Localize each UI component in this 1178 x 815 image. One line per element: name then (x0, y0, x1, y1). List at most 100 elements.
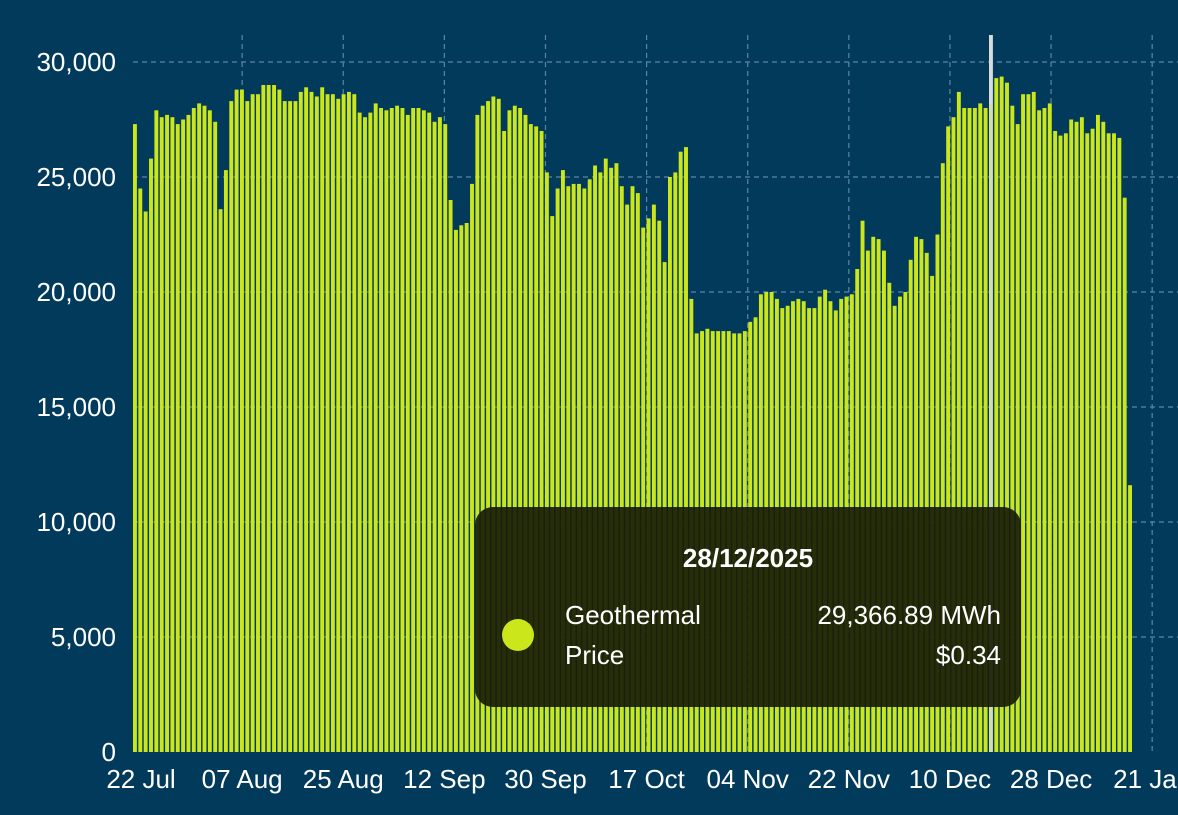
bar[interactable] (304, 87, 309, 753)
bar[interactable] (1010, 105, 1015, 752)
bar[interactable] (935, 234, 940, 753)
bar[interactable] (245, 101, 250, 753)
bar[interactable] (539, 131, 544, 752)
bar[interactable] (940, 163, 945, 752)
bar[interactable] (170, 117, 175, 752)
bar[interactable] (1053, 131, 1058, 752)
bar[interactable] (154, 110, 159, 753)
bar[interactable] (202, 105, 207, 752)
bar[interactable] (288, 101, 293, 753)
bar[interactable] (165, 114, 169, 752)
bar[interactable] (908, 259, 913, 752)
bar[interactable] (625, 204, 630, 753)
bar[interactable] (994, 78, 999, 753)
bar[interactable] (191, 108, 196, 752)
bar[interactable] (619, 186, 624, 752)
bar[interactable] (882, 250, 886, 752)
bar[interactable] (646, 218, 651, 752)
bar[interactable] (266, 85, 271, 752)
bar[interactable] (138, 188, 143, 753)
bar[interactable] (240, 89, 244, 753)
bar[interactable] (1090, 128, 1095, 752)
bar[interactable] (512, 105, 517, 752)
bar[interactable] (475, 114, 480, 752)
bar[interactable] (523, 114, 528, 752)
bar[interactable] (480, 105, 485, 752)
bar[interactable] (427, 112, 432, 753)
bar[interactable] (486, 101, 490, 753)
bar[interactable] (1047, 103, 1052, 752)
bar[interactable] (635, 193, 640, 753)
bar[interactable] (437, 117, 442, 752)
bar[interactable] (133, 124, 137, 753)
bar[interactable] (1031, 91, 1036, 752)
bar[interactable] (1074, 121, 1079, 753)
bar[interactable] (555, 188, 560, 753)
bar[interactable] (598, 172, 603, 752)
bar[interactable] (293, 101, 298, 753)
bar[interactable] (871, 236, 876, 753)
bar[interactable] (352, 94, 357, 752)
bar[interactable] (1015, 124, 1020, 753)
bar[interactable] (448, 200, 453, 752)
bar[interactable] (261, 85, 266, 752)
bar[interactable] (582, 188, 587, 753)
bar[interactable] (400, 108, 405, 752)
bar[interactable] (1096, 114, 1100, 752)
bar[interactable] (341, 94, 346, 752)
bar[interactable] (181, 119, 186, 753)
bar[interactable] (336, 98, 341, 753)
bar[interactable] (432, 121, 437, 753)
bar[interactable] (587, 179, 592, 753)
bar[interactable] (256, 94, 260, 752)
bar[interactable] (673, 172, 678, 752)
bar[interactable] (668, 177, 672, 752)
bar[interactable] (384, 110, 389, 753)
bar[interactable] (561, 170, 565, 753)
bar[interactable] (207, 110, 212, 753)
bar[interactable] (1037, 110, 1042, 753)
bar[interactable] (250, 94, 255, 752)
bar[interactable] (218, 209, 223, 752)
bar[interactable] (320, 87, 325, 753)
bar[interactable] (962, 108, 967, 752)
bar[interactable] (175, 124, 180, 753)
bar[interactable] (395, 105, 400, 752)
bar[interactable] (373, 103, 378, 752)
bar[interactable] (197, 103, 202, 752)
bar[interactable] (1128, 485, 1132, 752)
bar[interactable] (609, 167, 614, 753)
bar[interactable] (1005, 82, 1009, 752)
bar[interactable] (860, 220, 865, 752)
bar[interactable] (496, 98, 501, 753)
bar[interactable] (1117, 137, 1122, 752)
bar[interactable] (914, 236, 918, 753)
bar[interactable] (459, 225, 464, 753)
bar[interactable] (1112, 133, 1116, 753)
bar[interactable] (1042, 108, 1047, 752)
bar[interactable] (566, 186, 571, 752)
bar[interactable] (1063, 133, 1068, 753)
bar[interactable] (234, 89, 239, 753)
bar[interactable] (544, 172, 549, 752)
bar[interactable] (443, 124, 448, 753)
bar[interactable] (213, 121, 218, 753)
bar[interactable] (865, 250, 870, 752)
bar[interactable] (956, 91, 961, 752)
bar[interactable] (325, 94, 330, 752)
bar[interactable] (330, 94, 335, 752)
bar[interactable] (454, 229, 458, 752)
bar[interactable] (314, 96, 319, 753)
bar[interactable] (528, 124, 533, 753)
bar[interactable] (1122, 197, 1127, 752)
bar[interactable] (593, 165, 597, 753)
bar[interactable] (1021, 94, 1025, 752)
bar[interactable] (389, 108, 394, 752)
bar[interactable] (416, 108, 421, 752)
bar[interactable] (363, 117, 367, 752)
bar[interactable] (577, 183, 581, 752)
bar[interactable] (143, 211, 148, 753)
bar[interactable] (657, 220, 662, 752)
bar[interactable] (983, 108, 988, 752)
bar[interactable] (464, 223, 469, 752)
